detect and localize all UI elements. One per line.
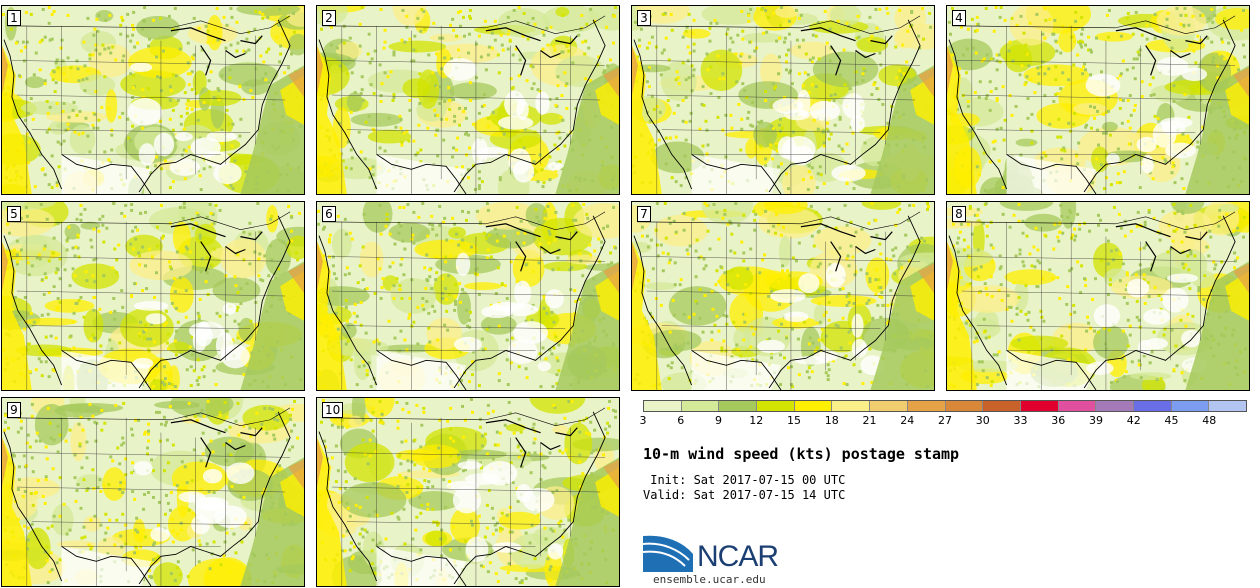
map-panel-6: 6: [316, 201, 620, 391]
colorbar-segment: [832, 401, 871, 411]
colorbar-segment: [983, 401, 1021, 411]
wind-field-map: [317, 6, 619, 194]
colorbar-tick-label: 27: [938, 414, 952, 427]
ncar-logo-text: NCAR: [697, 540, 779, 573]
colorbar-tick-label: 48: [1202, 414, 1217, 427]
colorbar-tick-label: 30: [975, 414, 990, 427]
map-panel-10: 10: [316, 397, 620, 587]
colorbar-tick-label: 6: [677, 414, 685, 427]
map-panel-3: 3: [631, 5, 935, 195]
wind-field-map: [947, 6, 1249, 194]
member-number-label: 9: [7, 402, 21, 418]
colorbar-segment: [907, 401, 946, 411]
colorbar-segment: [945, 401, 984, 411]
member-number-label: 4: [952, 10, 966, 26]
colorbar-tick-label: 18: [824, 414, 839, 427]
wind-field-map: [2, 398, 304, 586]
colorbar-segment: [870, 401, 908, 411]
colorbar-tick-label: 39: [1089, 414, 1103, 427]
ncar-logo-icon: [643, 535, 693, 572]
colorbar-tick-labels: 3 6 9 12 15 18 21 24 27 30 33 36 39 42 45 48: [639, 414, 1247, 428]
site-url: ensemble.ucar.edu: [653, 573, 766, 586]
colorbar-segment: [719, 401, 758, 411]
wind-field-map: [947, 202, 1249, 390]
colorbar-segment: [794, 401, 833, 411]
colorbar-tick-label: 3: [639, 414, 647, 427]
colorbar-tick-label: 45: [1164, 414, 1179, 427]
colorbar-tick-label: 42: [1126, 414, 1141, 427]
member-number-label: 10: [322, 402, 344, 418]
colorbar-segment: [1058, 401, 1097, 411]
map-panel-8: 8: [946, 201, 1250, 391]
colorbar-tick-label: 24: [900, 414, 915, 427]
map-panel-4: 4: [946, 5, 1250, 195]
member-number-label: 3: [637, 10, 651, 26]
wind-field-map: [2, 6, 304, 194]
wind-field-map: [317, 398, 619, 586]
member-number-label: 7: [637, 206, 651, 222]
member-number-label: 6: [322, 206, 336, 222]
colorbar-tick-label: 15: [787, 414, 801, 427]
colorbar-segment: [681, 401, 720, 411]
colorbar-tick-label: 33: [1013, 414, 1028, 427]
member-number-label: 5: [7, 206, 21, 222]
colorbar-tick-label: 9: [715, 414, 722, 427]
map-panel-1: 1: [1, 5, 305, 195]
map-panel-7: 7: [631, 201, 935, 391]
colorbar-segment: [1171, 401, 1210, 411]
colorbar-segment: [1020, 401, 1059, 411]
colorbar-tick-label: 12: [749, 414, 764, 427]
colorbar-segment: [1133, 401, 1172, 411]
init-time: Init: Sat 2017-07-15 00 UTC: [643, 473, 846, 487]
wind-field-map: [632, 202, 934, 390]
wind-field-map: [2, 202, 304, 390]
member-number-label: 2: [322, 10, 336, 26]
plot-title: 10-m wind speed (kts) postage stamp: [643, 445, 960, 463]
wind-field-map: [632, 6, 934, 194]
colorbar-tick-label: 36: [1051, 414, 1066, 427]
wind-speed-colorbar: [643, 400, 1247, 412]
wind-field-map: [317, 202, 619, 390]
valid-time: Valid: Sat 2017-07-15 14 UTC: [643, 488, 846, 502]
colorbar-segment: [1209, 401, 1246, 411]
member-number-label: 1: [7, 10, 21, 26]
map-panel-2: 2: [316, 5, 620, 195]
colorbar-tick-label: 21: [862, 414, 877, 427]
map-panel-5: 5: [1, 201, 305, 391]
colorbar-segment: [1096, 401, 1134, 411]
map-panel-9: 9: [1, 397, 305, 587]
colorbar-segment: [757, 401, 795, 411]
member-number-label: 8: [952, 206, 966, 222]
colorbar-segment: [644, 401, 682, 411]
